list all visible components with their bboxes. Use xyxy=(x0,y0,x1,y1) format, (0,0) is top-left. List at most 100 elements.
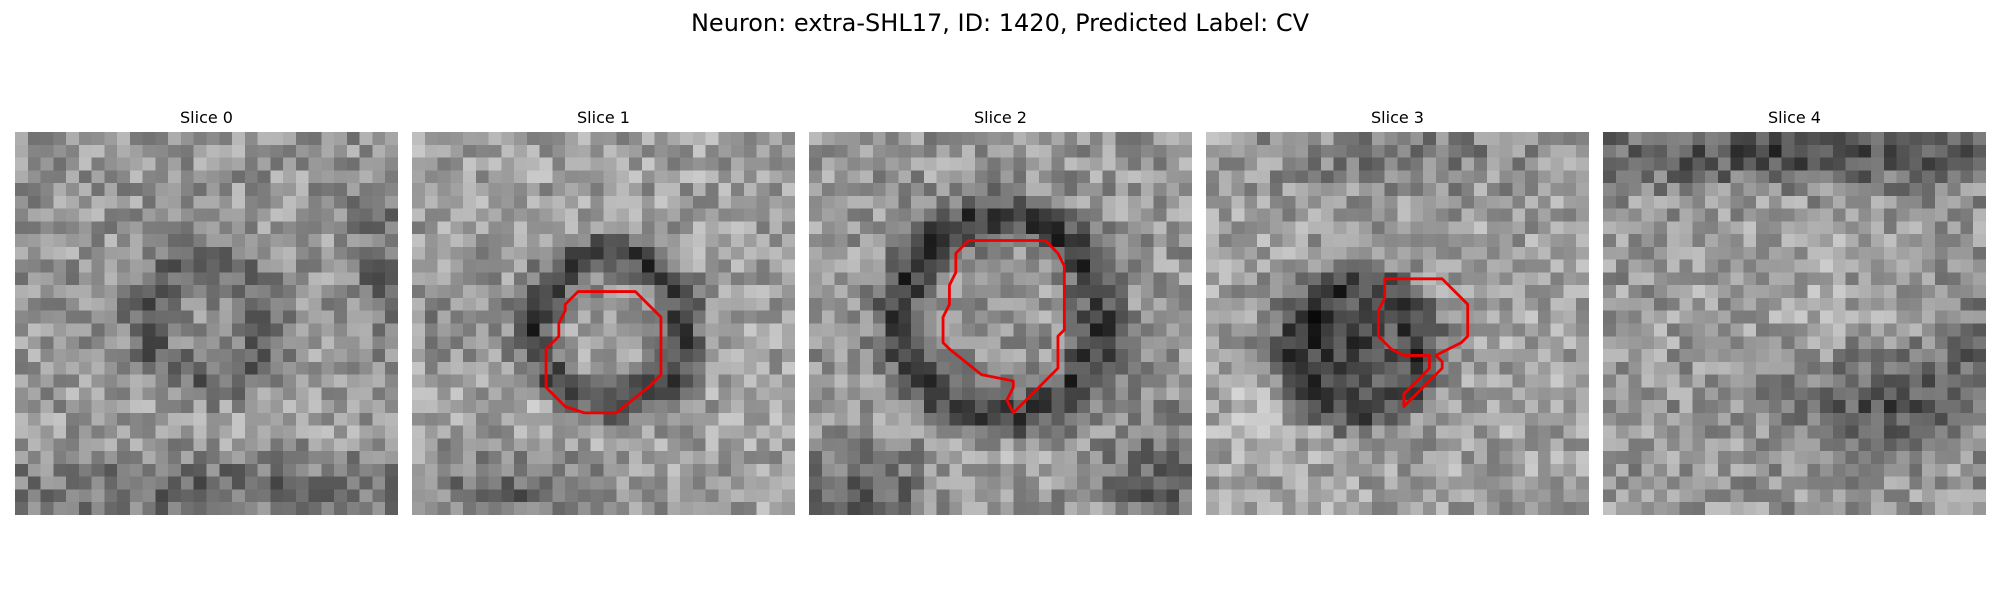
pixel xyxy=(15,259,29,273)
pixel xyxy=(1410,425,1424,439)
pixel xyxy=(1102,336,1116,350)
pixel xyxy=(206,425,220,439)
pixel xyxy=(949,502,963,515)
pixel xyxy=(1435,157,1449,171)
pixel xyxy=(1140,144,1154,158)
pixel xyxy=(1820,489,1834,503)
pixel xyxy=(1807,259,1821,273)
pixel xyxy=(244,476,258,490)
pixel xyxy=(949,195,963,209)
pixel xyxy=(821,285,835,299)
pixel xyxy=(743,374,757,388)
pixel xyxy=(590,323,604,337)
pixel xyxy=(1499,310,1513,324)
pixel xyxy=(539,234,553,248)
pixel xyxy=(27,259,41,273)
pixel xyxy=(1333,451,1347,465)
pixel xyxy=(372,361,386,375)
pixel xyxy=(129,323,143,337)
pixel xyxy=(552,132,566,146)
pixel xyxy=(1781,208,1795,222)
pixel xyxy=(412,438,426,452)
pixel xyxy=(450,451,464,465)
pixel xyxy=(1947,412,1961,426)
pixel xyxy=(1461,374,1475,388)
pixel xyxy=(1333,489,1347,503)
pixel xyxy=(680,451,694,465)
pixel xyxy=(1666,259,1680,273)
pixel xyxy=(1512,195,1526,209)
pixel xyxy=(1807,208,1821,222)
pixel xyxy=(1308,336,1322,350)
pixel xyxy=(1717,170,1731,184)
pixel xyxy=(1064,451,1078,465)
pixel xyxy=(1486,132,1500,146)
pixel xyxy=(936,387,950,401)
pixel xyxy=(1537,374,1551,388)
pixel xyxy=(898,297,912,311)
pixel xyxy=(565,221,579,235)
pixel xyxy=(1244,412,1258,426)
pixel xyxy=(475,183,489,197)
pixel xyxy=(1922,463,1936,477)
pixel xyxy=(847,221,861,235)
pixel xyxy=(1026,297,1040,311)
pixel xyxy=(78,387,92,401)
pixel xyxy=(539,451,553,465)
pixel xyxy=(923,259,937,273)
pixel xyxy=(1089,361,1103,375)
pixel xyxy=(872,195,886,209)
pixel xyxy=(78,132,92,146)
pixel xyxy=(168,183,182,197)
pixel xyxy=(1038,195,1052,209)
pixel xyxy=(129,157,143,171)
pixel xyxy=(949,425,963,439)
pixel xyxy=(680,476,694,490)
pixel xyxy=(40,451,54,465)
pixel xyxy=(514,310,528,324)
pixel xyxy=(1947,463,1961,477)
pixel xyxy=(987,170,1001,184)
pixel xyxy=(1883,374,1897,388)
pixel xyxy=(1909,132,1923,146)
pixel xyxy=(27,234,41,248)
pixel xyxy=(155,476,169,490)
pixel xyxy=(1384,425,1398,439)
pixel xyxy=(27,144,41,158)
pixel xyxy=(40,361,54,375)
pixel xyxy=(1615,183,1629,197)
pixel xyxy=(295,297,309,311)
pixel xyxy=(1051,144,1065,158)
pixel xyxy=(257,451,271,465)
pixel xyxy=(91,144,105,158)
pixel xyxy=(1756,285,1770,299)
pixel xyxy=(782,144,795,158)
pixel xyxy=(257,297,271,311)
pixel xyxy=(705,476,719,490)
pixel xyxy=(53,208,67,222)
pixel xyxy=(1333,463,1347,477)
pixel xyxy=(1768,349,1782,363)
pixel xyxy=(1563,195,1577,209)
pixel xyxy=(1269,132,1283,146)
pixel xyxy=(1781,400,1795,414)
pixel xyxy=(885,272,899,286)
pixel xyxy=(654,234,668,248)
pixel xyxy=(219,170,233,184)
pixel xyxy=(142,425,156,439)
pixel xyxy=(654,463,668,477)
pixel xyxy=(809,157,823,171)
pixel xyxy=(1537,221,1551,235)
pixel xyxy=(680,144,694,158)
pixel xyxy=(949,310,963,324)
pixel xyxy=(1603,387,1617,401)
pixel xyxy=(334,144,348,158)
pixel xyxy=(949,336,963,350)
pixel xyxy=(1435,451,1449,465)
pixel xyxy=(552,170,566,184)
pixel xyxy=(463,310,477,324)
pixel xyxy=(782,349,795,363)
pixel xyxy=(219,297,233,311)
pixel xyxy=(424,246,438,260)
pixel xyxy=(1794,208,1808,222)
